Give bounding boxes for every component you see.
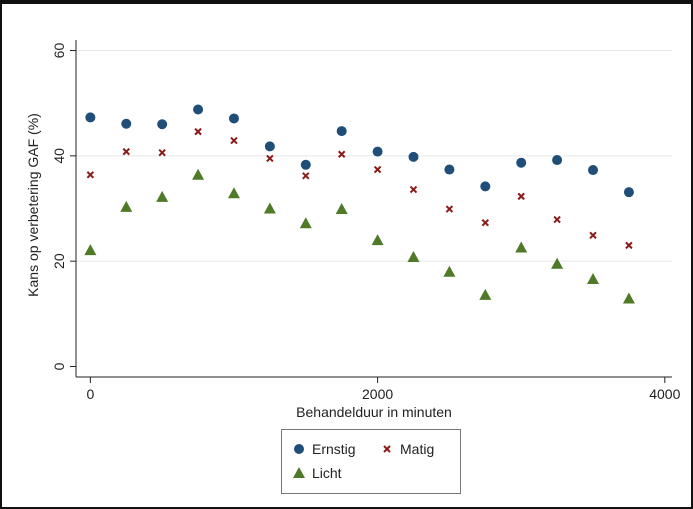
cross-marker-icon xyxy=(380,442,394,456)
top-border xyxy=(0,0,693,4)
licht-point-13 xyxy=(551,257,564,269)
ticks: 0 20 40 60 0 2000 4000 xyxy=(51,43,681,402)
ernstig-point-7 xyxy=(336,126,347,137)
matig-point-5 xyxy=(266,154,274,163)
ernstig-point-1 xyxy=(121,118,132,129)
gridlines xyxy=(76,50,672,262)
licht-point-5 xyxy=(263,202,276,214)
ernstig-point-12 xyxy=(516,157,527,168)
licht-point-11 xyxy=(479,288,492,300)
matig-point-2 xyxy=(158,148,166,157)
matig-point-8 xyxy=(373,165,382,174)
licht-point-3 xyxy=(192,168,205,180)
x-axis-label: Behandelduur in minuten xyxy=(296,404,452,420)
y-tick-label-0: 0 xyxy=(51,362,67,370)
ernstig-point-15 xyxy=(623,187,634,198)
matig-point-12 xyxy=(517,192,525,201)
y-tick-label-40: 40 xyxy=(51,148,67,164)
licht-point-9 xyxy=(407,250,420,262)
ernstig-point-9 xyxy=(408,151,419,162)
x-tick-label-2000: 2000 xyxy=(362,386,393,402)
licht-point-14 xyxy=(587,273,600,285)
ernstig-point-0 xyxy=(85,112,96,123)
matig-point-4 xyxy=(230,136,238,145)
legend-item-matig: Matig xyxy=(380,441,434,457)
licht-point-12 xyxy=(515,241,528,253)
legend-label-licht: Licht xyxy=(312,465,342,481)
ernstig-point-3 xyxy=(193,104,204,115)
legend: Ernstig Matig Licht xyxy=(281,429,461,494)
matig-point-13 xyxy=(553,215,561,224)
y-tick-label-20: 20 xyxy=(51,253,67,269)
ernstig-point-4 xyxy=(228,113,239,124)
licht-point-0 xyxy=(84,244,97,256)
ernstig-point-5 xyxy=(264,141,275,152)
matig-point-3 xyxy=(194,127,202,136)
matig-point-15 xyxy=(625,241,633,250)
y-axis-label: Kans op verbetering GAF (%) xyxy=(25,113,41,297)
circle-marker-icon xyxy=(292,442,306,456)
data-marks xyxy=(84,104,635,304)
x-tick-label-0: 0 xyxy=(86,386,94,402)
matig-point-10 xyxy=(445,205,454,213)
ernstig-point-13 xyxy=(552,155,563,166)
matig-point-9 xyxy=(409,185,418,194)
legend-label-ernstig: Ernstig xyxy=(312,441,356,457)
x-tick-label-4000: 4000 xyxy=(649,386,680,402)
matig-point-7 xyxy=(337,150,346,158)
ernstig-point-2 xyxy=(157,119,168,130)
matig-point-0 xyxy=(86,171,95,179)
licht-point-15 xyxy=(622,292,635,304)
ernstig-point-11 xyxy=(480,181,491,192)
matig-point-1 xyxy=(122,147,130,156)
ernstig-point-14 xyxy=(588,165,599,176)
y-tick-label-60: 60 xyxy=(51,43,67,59)
ernstig-point-10 xyxy=(444,164,455,175)
triangle-marker-icon xyxy=(292,466,306,480)
licht-point-4 xyxy=(227,187,240,199)
matig-point-11 xyxy=(481,219,490,227)
matig-point-14 xyxy=(589,231,597,240)
legend-item-ernstig: Ernstig xyxy=(292,441,356,457)
legend-label-matig: Matig xyxy=(400,441,435,457)
licht-point-10 xyxy=(443,265,456,277)
legend-item-licht: Licht xyxy=(292,465,342,481)
matig-point-6 xyxy=(302,172,310,180)
axes xyxy=(75,40,672,378)
licht-point-7 xyxy=(335,203,348,215)
ernstig-point-6 xyxy=(300,159,311,170)
licht-point-6 xyxy=(299,217,312,229)
ernstig-point-8 xyxy=(372,146,383,157)
plot-background xyxy=(6,6,687,503)
licht-point-1 xyxy=(120,200,133,212)
licht-point-2 xyxy=(156,190,169,202)
licht-point-8 xyxy=(371,234,384,246)
